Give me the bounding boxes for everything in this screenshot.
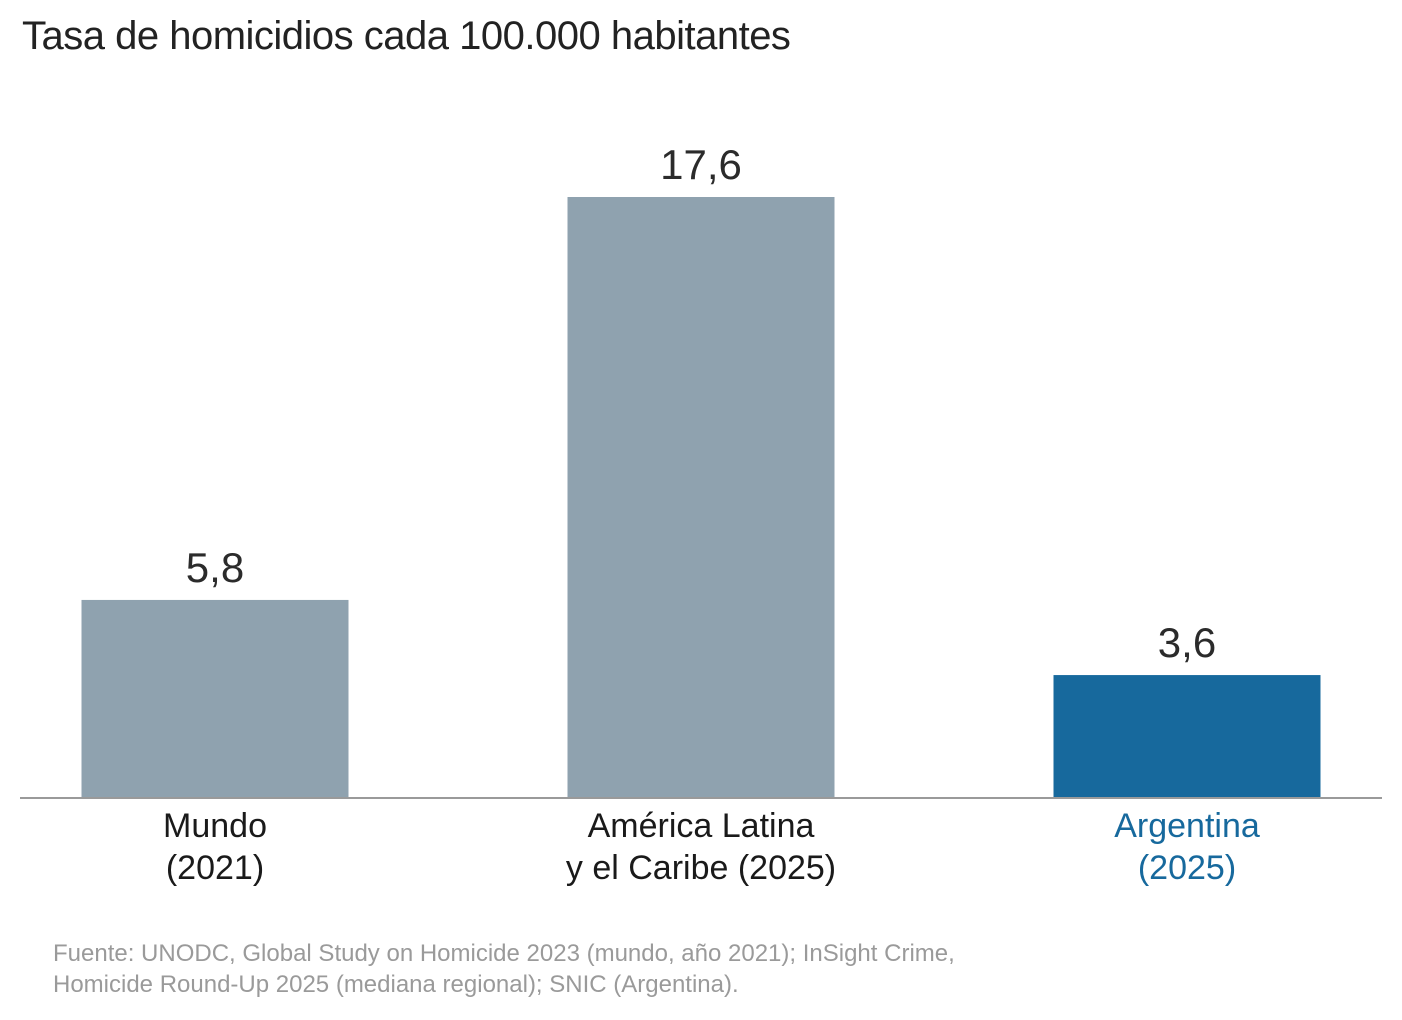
source-line-2: Homicide Round-Up 2025 (mediana regional… <box>53 971 739 998</box>
category-label-2-line-1: (2025) <box>1138 849 1236 887</box>
source-line-1: Fuente: UNODC, Global Study on Homicide … <box>53 940 955 967</box>
data-label-0: 5,8 <box>186 544 244 591</box>
bar-1 <box>567 197 835 798</box>
category-label-0-line-0: Mundo <box>163 807 267 845</box>
source-note: Fuente: UNODC, Global Study on Homicide … <box>53 938 1353 1000</box>
data-label-2: 3,6 <box>1158 619 1216 666</box>
bar-0 <box>81 599 349 798</box>
chart-title: Tasa de homicidios cada 100.000 habitant… <box>22 14 791 58</box>
category-label-0-line-1: (2021) <box>166 849 264 887</box>
category-label-1-line-0: América Latina <box>588 807 815 845</box>
bar-2 <box>1053 675 1321 798</box>
category-label-1-line-1: y el Caribe (2025) <box>566 849 836 887</box>
category-label-2-line-0: Argentina <box>1114 807 1260 845</box>
data-label-1: 17,6 <box>660 141 742 188</box>
